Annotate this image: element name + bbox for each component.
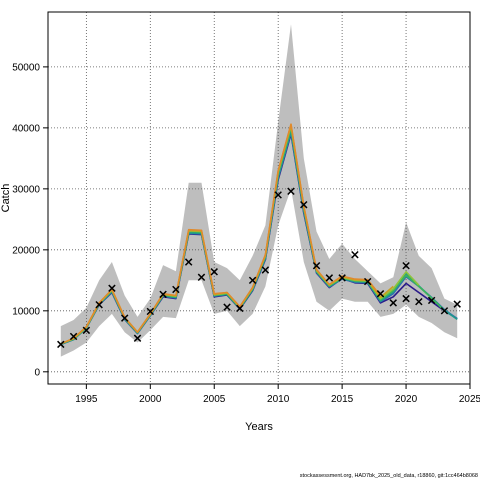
observed-point (453, 300, 461, 308)
observed-point (236, 304, 244, 313)
observed-point (363, 277, 372, 286)
observed-point (82, 326, 91, 335)
confidence-band (60, 24, 458, 357)
series-lines (60, 123, 458, 346)
x-tick-label: 2020 (395, 394, 418, 405)
observed-point (159, 290, 167, 299)
observed-point (415, 297, 423, 306)
y-tick-label: 20000 (12, 245, 40, 256)
x-tick-label: 2025 (459, 394, 480, 405)
footer-note: stockassessment.org, HAD7bk_2025_old_dat… (300, 473, 478, 479)
observed-markers (57, 187, 461, 349)
series-line-7 (60, 123, 382, 345)
y-tick-label: 0 (34, 367, 40, 378)
observed-point (427, 296, 436, 305)
observed-point (120, 314, 129, 322)
observed-point (57, 340, 65, 349)
observed-point (274, 191, 282, 199)
x-tick-label: 2000 (139, 394, 162, 405)
observed-point (210, 268, 218, 276)
y-tick-label: 40000 (12, 123, 40, 134)
x-tick-label: 2015 (331, 394, 354, 405)
y-tick-label: 50000 (12, 62, 40, 73)
observed-point (95, 300, 103, 309)
observed-point (146, 307, 155, 316)
plot-frame (47, 11, 471, 385)
observed-point (197, 273, 206, 282)
observed-point (312, 261, 321, 270)
observed-point (184, 258, 193, 266)
x-tick-label: 2005 (203, 394, 226, 405)
axes: 1995 2000 2005 2010 2015 2020 2025 0 10000 20000 3… (12, 62, 480, 405)
observed-point (402, 261, 410, 270)
observed-point (300, 200, 308, 209)
confidence-band-area (60, 24, 458, 357)
observed-point (376, 290, 385, 298)
observed-point (108, 284, 116, 292)
observed-point (248, 276, 257, 285)
observed-point (223, 303, 231, 311)
observed-point (172, 285, 180, 294)
observed-point (389, 299, 398, 307)
observed-point (133, 334, 142, 342)
x-axis-title: Years (245, 421, 273, 433)
y-tick-label: 10000 (12, 306, 40, 317)
observed-point (325, 274, 334, 282)
y-tick-label: 30000 (12, 184, 40, 195)
observed-point (287, 187, 295, 196)
x-tick-label: 2010 (267, 394, 290, 405)
y-axis-title: Catch (0, 184, 12, 213)
observed-point (261, 266, 270, 274)
observed-point (402, 294, 410, 303)
observed-point (338, 274, 346, 282)
grid (48, 12, 471, 384)
observed-point (69, 332, 78, 341)
observed-point (440, 307, 449, 315)
x-tick-label: 1995 (75, 394, 98, 405)
observed-point (351, 250, 359, 259)
